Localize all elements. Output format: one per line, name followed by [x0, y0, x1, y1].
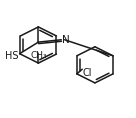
Text: HS: HS — [5, 51, 18, 61]
Text: Cl: Cl — [83, 68, 92, 78]
Text: N: N — [62, 35, 70, 45]
Text: CH₃: CH₃ — [30, 51, 47, 60]
